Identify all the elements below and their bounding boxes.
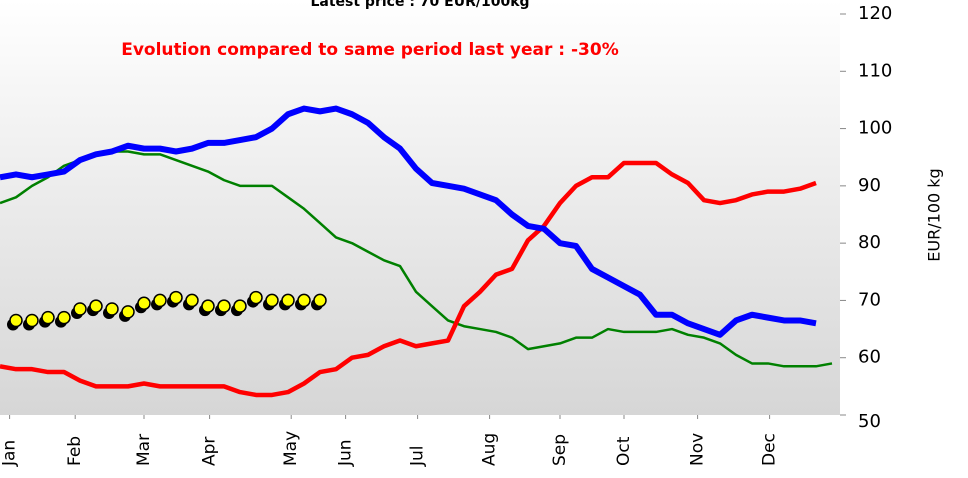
- y-tick-label: 80: [858, 232, 881, 253]
- marker: [137, 296, 151, 311]
- marker: [41, 310, 55, 325]
- y-tick-label: 110: [858, 60, 892, 81]
- y-tick-label: 100: [858, 118, 892, 139]
- line: [0, 105, 817, 338]
- y-tick-label: 90: [858, 175, 881, 196]
- x-tick-label: Dec: [760, 433, 780, 466]
- marker: [153, 293, 167, 308]
- marker: [217, 299, 231, 313]
- x-tick-label: Feb: [65, 436, 85, 466]
- marker: [121, 305, 135, 319]
- chart-title: Latest price : 70 EUR/100kg: [310, 0, 529, 10]
- x-tick-label: Mar: [134, 434, 154, 466]
- marker: [169, 290, 183, 305]
- x-tick-label: May: [281, 431, 301, 466]
- marker: [9, 313, 23, 328]
- marker: [297, 293, 311, 308]
- marker: [313, 293, 327, 308]
- plot-area: [0, 0, 840, 415]
- y-tick-label: 120: [858, 3, 892, 24]
- marker: [265, 293, 279, 308]
- x-tick-label: Aug: [480, 433, 500, 466]
- x-tick-label: Jun: [336, 439, 356, 467]
- marker: [25, 313, 39, 328]
- marker: [281, 293, 295, 308]
- marker: [57, 310, 71, 325]
- y-tick-label: 50: [858, 411, 881, 432]
- marker: [201, 299, 215, 313]
- x-tick-label: Sep: [550, 434, 570, 466]
- marker: [89, 299, 103, 313]
- x-tick-label: Apr: [200, 437, 220, 466]
- marker: [185, 293, 199, 308]
- marker: [249, 290, 263, 305]
- marker: [105, 302, 119, 316]
- annotation: Evolution compared to same period last y…: [121, 40, 619, 60]
- x-tick-label: Nov: [688, 433, 708, 466]
- x-tick-label: Jul: [408, 445, 428, 467]
- marker: [73, 302, 87, 316]
- y-tick-label: 60: [858, 347, 881, 368]
- x-tick-label: Jan: [0, 440, 20, 467]
- line: [0, 160, 817, 398]
- y-tick-label: 70: [858, 289, 881, 310]
- y-axis-label: EUR/100 kg: [925, 168, 944, 261]
- marker: [233, 299, 247, 313]
- x-tick-label: Oct: [614, 436, 634, 466]
- line: [0, 150, 833, 368]
